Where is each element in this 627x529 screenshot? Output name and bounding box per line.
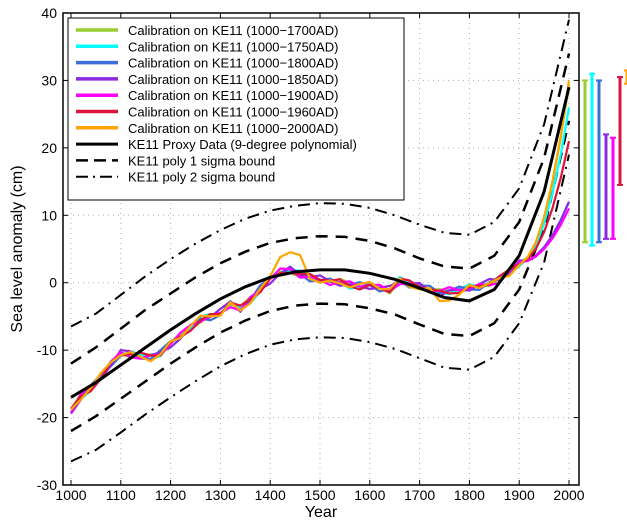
- y-tick-label: 10: [41, 207, 57, 223]
- legend-entry: Calibration on KE11 (1000−1750AD): [76, 39, 338, 54]
- y-tick-label: 20: [41, 140, 57, 156]
- plot-frame: [62, 12, 580, 486]
- error-bar-3: [596, 79, 602, 244]
- legend-label: Calibration on KE11 (1000−1700AD): [128, 23, 338, 38]
- legend-label: Calibration on KE11 (1000−1960AD): [128, 105, 338, 120]
- tick-labels: 1000 1100 1200 1300 1400 1500 1600 1700 1800 1900…: [37, 5, 585, 503]
- x-tick-label: 1000: [55, 487, 86, 503]
- legend-entry: Calibration on KE11 (1000−1700AD): [76, 23, 338, 38]
- y-tick-label: -30: [37, 477, 57, 493]
- sigma1-lower-line: [70, 120, 571, 433]
- legend-entry: KE11 poly 1 sigma bound: [76, 153, 275, 168]
- x-tick-label: 1100: [106, 487, 136, 503]
- y-axis-label: Sea level anomaly (cm): [9, 165, 26, 332]
- legend-label: KE11 poly 2 sigma bound: [128, 170, 275, 185]
- x-tick-label: 1300: [205, 487, 236, 503]
- error-bar-2: [589, 72, 595, 247]
- legend-label: Calibration on KE11 (1000−2000AD): [128, 121, 338, 136]
- x-tick-label: 1800: [454, 487, 485, 503]
- legend-label: Calibration on KE11 (1000−1750AD): [128, 39, 338, 54]
- legend-entry: Calibration on KE11 (1000−1900AD): [76, 88, 338, 103]
- x-tick-label: 1900: [504, 487, 535, 503]
- y-tick-label: 40: [41, 5, 57, 21]
- error-bar-7: [624, 69, 627, 85]
- y-tick-label: 30: [41, 72, 57, 88]
- x-tick-label: 1700: [404, 487, 435, 503]
- legend-entry: Calibration on KE11 (1000−1960AD): [76, 105, 338, 120]
- legend-entry: KE11 Proxy Data (9-degree polynomial): [76, 137, 357, 152]
- legend-entry: KE11 poly 2 sigma bound: [76, 170, 275, 185]
- projection-error-bars: [582, 69, 627, 247]
- y-tick-label: 0: [49, 275, 57, 291]
- legend-entry: Calibration on KE11 (1000−2000AD): [76, 121, 338, 136]
- axes: [62, 12, 580, 486]
- legend-label: Calibration on KE11 (1000−1800AD): [128, 56, 338, 71]
- legend-label: Calibration on KE11 (1000−1900AD): [128, 88, 338, 103]
- calibration-series: [70, 80, 571, 415]
- proxy-polynomial: [70, 86, 571, 399]
- y-tick-label: -20: [37, 410, 57, 426]
- proxy-polynomial-line: [70, 86, 571, 399]
- legend-label: Calibration on KE11 (1000−1850AD): [128, 72, 338, 87]
- y-tick-label: -10: [37, 342, 57, 358]
- error-bar-6: [617, 76, 623, 186]
- x-axis-label: Year: [305, 504, 338, 521]
- x-tick-label: 1400: [255, 487, 286, 503]
- sigma1-upper-line: [70, 53, 571, 365]
- x-tick-label: 1600: [354, 487, 385, 503]
- legend-entry: Calibration on KE11 (1000−1800AD): [76, 56, 338, 71]
- legend-box: [67, 17, 405, 201]
- error-bar-4: [603, 133, 609, 240]
- error-bar-1: [582, 79, 588, 244]
- legend-label: KE11 poly 1 sigma bound: [128, 153, 275, 168]
- error-bar-5: [610, 136, 616, 240]
- x-tick-label: 1200: [155, 487, 186, 503]
- sigma-bounds: [70, 19, 571, 463]
- legend: Calibration on KE11 (1000−1700AD)Calibra…: [67, 17, 405, 201]
- legend-label: KE11 Proxy Data (9-degree polynomial): [128, 137, 357, 152]
- x-tick-label: 2000: [553, 487, 584, 503]
- calibration-line-7: [70, 80, 571, 411]
- x-tick-label: 1500: [304, 487, 335, 503]
- legend-entry: Calibration on KE11 (1000−1850AD): [76, 72, 338, 87]
